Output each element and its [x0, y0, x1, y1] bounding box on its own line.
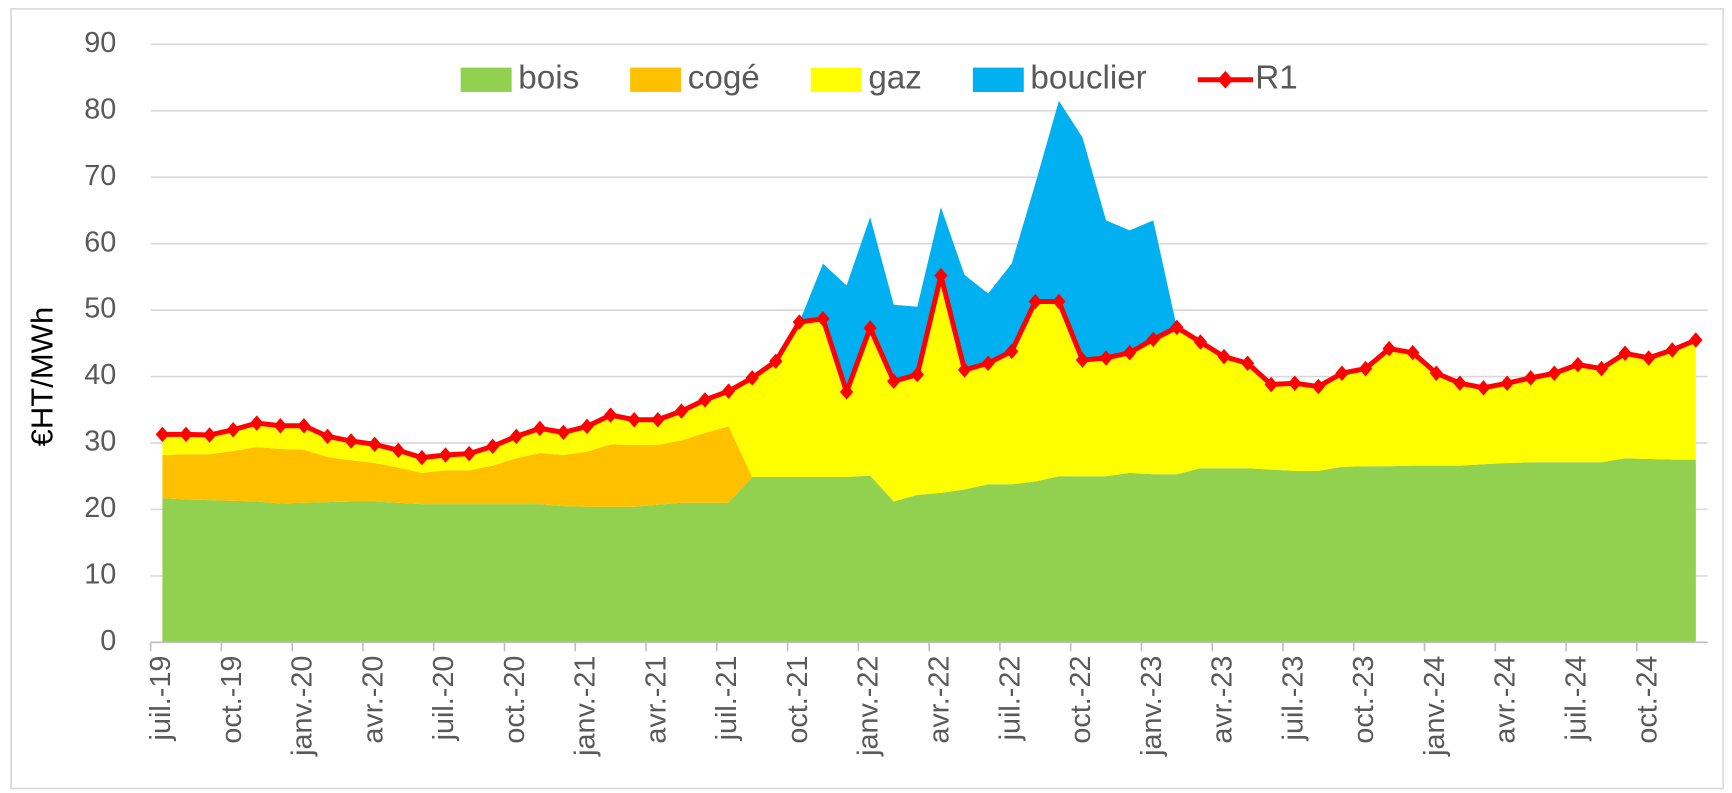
marker	[273, 417, 288, 434]
marker	[1123, 344, 1137, 361]
y-tick-label: 0	[100, 625, 116, 657]
marker	[792, 314, 807, 330]
marker	[721, 383, 736, 399]
y-tick-label: 70	[84, 160, 116, 192]
legend-item: bouclier	[972, 60, 1147, 97]
x-tick-label: oct.-22	[1065, 656, 1097, 744]
marker	[1005, 343, 1019, 360]
marker	[1075, 352, 1090, 368]
x-tick-label: oct.-20	[499, 656, 531, 744]
marker	[344, 433, 358, 449]
legend-label: bouclier	[1030, 60, 1146, 97]
x-tick-label: oct.-24	[1631, 656, 1663, 744]
marker	[580, 418, 594, 435]
x-tick-label: avr.-22	[924, 656, 956, 744]
x-tick-label: oct.-21	[782, 656, 814, 744]
marker	[1311, 378, 1326, 395]
area	[162, 100, 1696, 458]
marker	[1146, 331, 1160, 348]
legend-item: gaz	[810, 60, 922, 97]
marker	[1382, 340, 1396, 357]
y-axis-label: €HT/MWh	[24, 307, 59, 447]
marker	[603, 407, 618, 423]
marker	[1618, 345, 1632, 362]
x-tick-label: avr.-21	[640, 656, 672, 744]
x-tick-label: oct.-19	[216, 656, 248, 744]
marker	[297, 417, 311, 434]
marker	[1547, 365, 1561, 381]
x-tick-label: janv.-22	[853, 656, 885, 757]
marker	[981, 355, 995, 372]
area	[162, 275, 1696, 502]
legend-swatch	[810, 67, 862, 92]
x-tick-label: juil.-19	[145, 656, 177, 742]
legend-label: bois	[518, 60, 579, 97]
x-tick-label: juil.-20	[428, 656, 460, 742]
marker	[391, 442, 405, 459]
x-tick-label: juil.-22	[994, 656, 1026, 742]
marker	[226, 421, 240, 438]
area	[162, 426, 1696, 507]
legend-item: R1	[1197, 60, 1298, 97]
marker	[533, 420, 547, 437]
y-tick-label: 30	[84, 426, 116, 458]
marker	[698, 392, 712, 408]
marker	[1240, 355, 1255, 372]
marker	[486, 438, 500, 455]
legend-swatch	[972, 67, 1024, 92]
marker	[155, 426, 170, 443]
x-tick-label: janv.-24	[1419, 656, 1451, 757]
y-tick-label: 50	[84, 293, 116, 325]
marker	[1170, 319, 1184, 336]
legend-label: R1	[1255, 60, 1297, 97]
marker	[651, 412, 665, 428]
y-tick-label: 80	[84, 93, 116, 125]
y-tick-label: 40	[84, 359, 116, 391]
legend-item: bois	[460, 60, 579, 97]
marker	[1429, 365, 1443, 381]
legend-swatch	[460, 67, 512, 92]
marker	[1524, 370, 1538, 386]
marker	[1476, 380, 1491, 396]
marker	[1335, 365, 1349, 381]
area	[162, 458, 1696, 643]
marker	[839, 384, 854, 400]
legend-label: cogé	[688, 60, 760, 97]
x-tick-label: janv.-20	[287, 656, 319, 757]
marker	[934, 267, 948, 284]
y-tick-label: 60	[84, 226, 116, 258]
marker	[769, 353, 783, 370]
marker	[745, 370, 759, 386]
marker	[1665, 342, 1679, 358]
marker	[910, 366, 924, 383]
marker	[1406, 344, 1420, 361]
y-tick-label: 10	[84, 559, 116, 591]
x-tick-label: avr.-20	[357, 656, 389, 744]
x-tick-label: janv.-23	[1136, 656, 1168, 757]
x-tick-label: juil.-23	[1277, 656, 1309, 742]
x-tick-label: avr.-24	[1490, 656, 1522, 744]
marker	[816, 311, 830, 327]
legend-marker	[1217, 70, 1234, 89]
legend-swatch	[630, 67, 682, 92]
x-tick-label: janv.-21	[570, 656, 602, 757]
y-tick-label: 20	[84, 492, 116, 524]
y-tick-label: 90	[84, 27, 116, 59]
marker	[627, 412, 641, 428]
x-tick-label: oct.-23	[1348, 656, 1380, 744]
marker	[1571, 356, 1585, 373]
legend-label: gaz	[868, 60, 922, 97]
x-tick-label: avr.-23	[1207, 656, 1239, 744]
legend-item: cogé	[630, 60, 760, 97]
marker	[179, 426, 193, 443]
x-tick-label: juil.-21	[711, 656, 743, 742]
x-tick-label: juil.-24	[1560, 656, 1592, 742]
